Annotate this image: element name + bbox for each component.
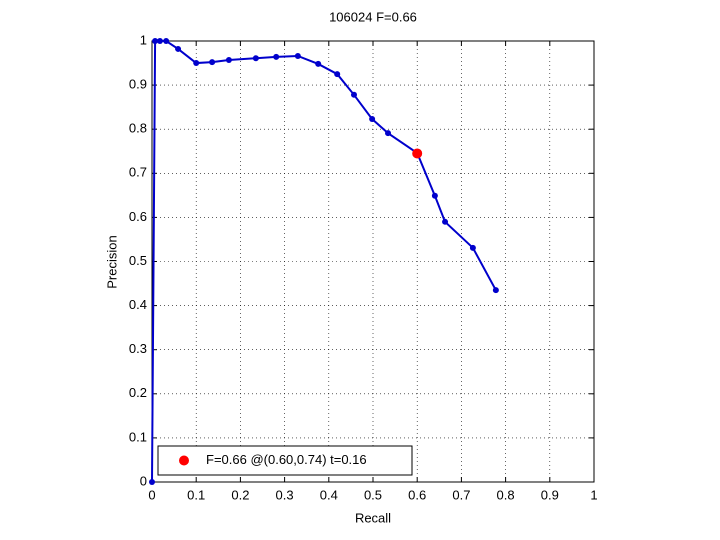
data-point [431,192,438,199]
y-tick-label: 0.6 [129,209,147,224]
data-point [294,52,301,59]
x-tick-label: 0.3 [276,487,294,502]
x-tick-label: 0.9 [541,487,559,502]
data-point [152,38,159,44]
x-tick-label: 1 [590,487,597,502]
data-point [350,91,357,98]
plot-frame [151,40,595,483]
y-tick-label: 0 [140,473,147,488]
data-point [175,45,182,52]
legend-marker [179,455,189,466]
x-tick-label: 0.4 [320,487,338,502]
data-point [442,218,449,225]
data-point [225,56,232,63]
y-tick-label: 0.1 [129,429,147,444]
x-tick-label: 0 [148,487,155,502]
y-tick-label: 0.9 [129,77,147,92]
data-point [252,55,259,62]
best-point [412,148,423,159]
data-point [369,116,376,123]
data-point [273,53,280,60]
data-point [315,60,322,67]
y-axis-label: Precision [104,235,119,288]
data-point [163,38,170,44]
data-point [469,244,476,251]
data-point [385,130,392,137]
data-point [492,287,499,294]
y-tick-label: 0.2 [129,385,147,400]
data-point [209,59,216,66]
x-tick-label: 0.2 [231,487,249,502]
y-tick-label: 1 [140,32,147,47]
y-tick-label: 0.3 [129,341,147,356]
x-tick-label: 0.8 [497,487,515,502]
data-point [334,71,341,78]
chart-title: 106024 F=0.66 [329,9,417,24]
x-tick-label: 0.1 [187,487,205,502]
x-tick-label: 0.6 [408,487,426,502]
y-tick-label: 0.4 [129,297,147,312]
x-axis-label: Recall [355,510,391,525]
x-tick-label: 0.5 [364,487,382,502]
legend-label: F=0.66 @(0.60,0.74) t=0.16 [206,452,367,467]
data-point [149,479,155,485]
legend-box [157,445,413,476]
x-tick-label: 0.7 [452,487,470,502]
data-point [193,60,200,67]
y-tick-label: 0.5 [129,253,147,268]
y-tick-label: 0.8 [129,121,147,136]
data-point [156,38,163,44]
y-tick-label: 0.7 [129,165,147,180]
